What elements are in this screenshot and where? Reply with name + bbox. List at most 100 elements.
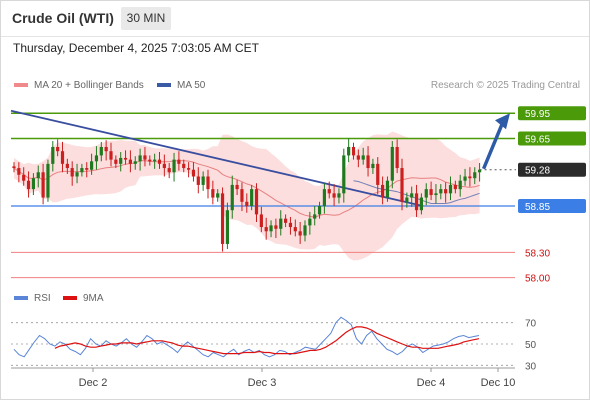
chart-header: Crude Oil (WTI) 30 MIN [0,0,590,37]
chart-title: Crude Oil (WTI) [12,10,114,26]
candle [381,184,385,198]
candle [308,218,312,226]
candle [162,163,166,169]
candle [259,214,263,228]
candle [376,163,380,185]
candle [245,201,249,206]
candle [405,197,409,202]
candle [453,184,457,190]
x-tick-label: Dec 3 [248,377,277,389]
candle [351,146,356,156]
candle [138,155,142,162]
candle [220,193,225,244]
candle [51,146,55,164]
candle [356,155,360,160]
candle [109,151,113,160]
candle [119,157,123,164]
candle [424,189,428,198]
resistance-line-tag [518,106,586,121]
candle [458,180,462,190]
candle [463,176,467,181]
candle [288,222,293,228]
candle [153,159,157,162]
candle [327,189,331,194]
candle [104,146,108,152]
candle [65,163,69,169]
x-tick-label: Dec 4 [417,377,446,389]
candle [444,189,448,194]
candle [254,189,259,215]
candle [60,151,65,164]
candle [41,172,45,198]
candle [293,227,297,232]
candle [94,155,99,162]
candle [148,159,152,162]
candle [322,189,326,206]
candle [114,159,118,164]
candle [225,210,229,244]
candle [298,231,302,236]
target-arrow-shaft [481,123,504,170]
candle [187,168,191,170]
candle [371,163,375,169]
candle [230,184,234,211]
candle [12,166,16,169]
ma9-swatch [63,296,77,301]
candle [395,146,399,169]
candle [468,176,472,179]
candle [75,172,79,177]
candle [177,159,181,164]
legend-9ma: 9MA [63,293,104,304]
candle [264,227,268,232]
candle [99,146,103,156]
candle [133,161,137,164]
candle [211,189,215,198]
rsi-swatch [14,296,28,301]
candle [429,189,433,196]
candle [400,168,404,202]
copyright-text: Research © 2025 Trading Central [430,80,580,91]
timeframe-button[interactable]: 30 MIN [121,7,171,30]
candle [284,218,288,223]
legend-ma50-label: MA 50 [177,80,206,91]
candle [317,205,322,215]
legend-rsi-label: RSI [34,293,51,304]
support-line-label: 58.85 [525,202,550,213]
resistance-line-label: 59.65 [525,135,550,146]
candle [274,225,278,229]
candle [167,168,171,173]
candle [206,176,210,190]
candle [414,193,419,211]
candle [36,172,40,179]
candle [123,157,128,160]
candle [434,193,438,196]
candle [279,218,283,229]
candle [240,189,244,202]
rsi-line [13,316,480,358]
candle [128,159,132,164]
candle [80,168,84,173]
candle [478,169,482,173]
candle [448,184,453,194]
candle [303,225,307,236]
x-tick-label: Dec 2 [79,377,108,389]
candle [85,168,89,170]
candle [419,197,423,211]
candle [347,146,351,156]
candle [26,180,31,190]
candle [342,155,346,194]
candle [366,155,370,169]
candle [473,172,477,179]
candle [191,169,196,177]
target-arrow-head [495,113,510,130]
candle [56,146,60,152]
rsi-tick-label: 70 [525,319,537,330]
candle [143,155,147,160]
trendline [10,109,424,207]
rsi-ma-line [54,326,480,355]
x-tick-label: Dec 10 [481,377,516,389]
candle [17,168,21,175]
candle [172,159,176,173]
legend-ma50: MA 50 [157,80,205,91]
